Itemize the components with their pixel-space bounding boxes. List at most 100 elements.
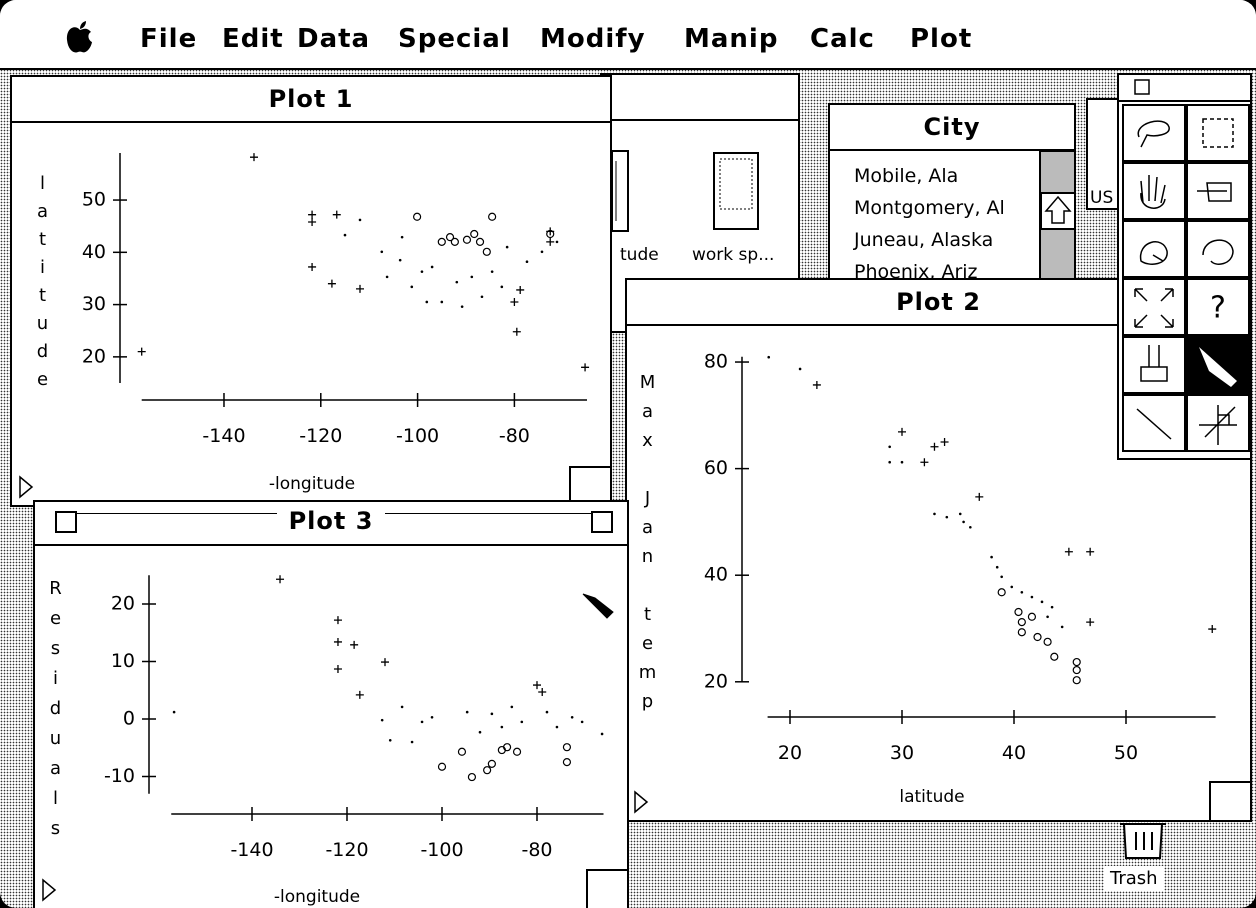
- x-axis-label: latitude: [899, 787, 964, 807]
- point: [513, 328, 521, 336]
- point: [1028, 613, 1035, 620]
- point: [920, 458, 928, 466]
- point: [563, 744, 570, 751]
- control-arrow: [20, 477, 32, 497]
- point: [356, 691, 364, 699]
- window-title: City: [912, 113, 993, 141]
- point: [888, 445, 891, 448]
- point: [930, 443, 938, 451]
- point: [516, 286, 524, 294]
- point: [581, 363, 589, 371]
- point: [506, 246, 509, 249]
- point: [381, 658, 389, 666]
- point: [344, 234, 347, 237]
- y-tick-label: 20: [704, 670, 728, 692]
- menu-item[interactable]: File: [140, 24, 197, 54]
- menu-item[interactable]: Special: [398, 24, 511, 54]
- point: [969, 526, 972, 529]
- point: [510, 298, 518, 306]
- screen: File Edit Data Special Modify Manip Calc Plot t…: [0, 0, 1256, 908]
- point: [941, 438, 949, 446]
- control-arrow: [43, 880, 55, 900]
- point: [1018, 619, 1025, 626]
- point: [334, 616, 342, 624]
- x-tick-label: -120: [325, 839, 368, 861]
- menu-item[interactable]: Calc: [810, 24, 875, 54]
- window-label: US: [1090, 188, 1113, 208]
- point: [308, 211, 316, 219]
- point: [1051, 653, 1058, 660]
- point: [541, 250, 544, 253]
- x-axis-label: -longitude: [274, 887, 360, 907]
- point: [439, 763, 446, 770]
- point: [521, 721, 524, 724]
- zoom-box: [591, 511, 613, 533]
- title-bar: Plot 1: [12, 77, 610, 123]
- point: [479, 731, 482, 734]
- y-tick-label: 30: [82, 293, 106, 315]
- point: [556, 241, 559, 244]
- list-item[interactable]: Mobile, Ala: [854, 165, 958, 187]
- point: [1044, 638, 1051, 645]
- trash-icon[interactable]: [1116, 820, 1176, 864]
- apple-icon[interactable]: [60, 20, 100, 60]
- icon-label[interactable]: tude: [620, 245, 659, 265]
- point: [563, 759, 570, 766]
- point: [173, 711, 176, 714]
- point: [898, 428, 906, 436]
- point: [996, 566, 999, 569]
- title-bar: Plot 3: [35, 502, 627, 546]
- point: [489, 213, 496, 220]
- point: [1073, 677, 1080, 684]
- point: [1073, 659, 1080, 666]
- menu-item[interactable]: Data: [297, 24, 370, 54]
- point: [799, 368, 802, 371]
- point: [399, 259, 402, 262]
- x-tick-label: -80: [499, 425, 530, 447]
- point: [431, 716, 434, 719]
- point: [471, 276, 474, 279]
- point: [1086, 618, 1094, 626]
- icon-label[interactable]: work sp...: [692, 245, 774, 265]
- point: [333, 211, 341, 219]
- point: [334, 665, 342, 673]
- x-tick-label: -140: [230, 839, 273, 861]
- point: [483, 248, 490, 255]
- point: [501, 726, 504, 729]
- point: [138, 348, 146, 356]
- menu-item[interactable]: Plot: [910, 24, 972, 54]
- menu-item[interactable]: Manip: [684, 24, 778, 54]
- point: [359, 219, 362, 222]
- point: [546, 711, 549, 714]
- point: [601, 733, 604, 736]
- point: [959, 513, 962, 516]
- y-axis-label: Residuals: [45, 578, 66, 848]
- point: [1041, 601, 1044, 604]
- trash-label[interactable]: Trash: [1104, 866, 1164, 891]
- list-item[interactable]: Montgomery, Al: [854, 197, 1005, 219]
- point: [571, 716, 574, 719]
- point: [468, 774, 475, 781]
- y-tick-label: 0: [123, 708, 135, 730]
- point: [1051, 606, 1054, 609]
- knife-cursor: [583, 594, 613, 618]
- point: [466, 711, 469, 714]
- point: [901, 461, 904, 464]
- help-tool[interactable]: ?: [1210, 291, 1226, 326]
- list-item[interactable]: Juneau, Alaska: [854, 229, 993, 251]
- point: [334, 638, 342, 646]
- point: [1018, 629, 1025, 636]
- point: [538, 688, 546, 696]
- menu-item[interactable]: Modify: [540, 24, 646, 54]
- point: [440, 301, 443, 304]
- point: [421, 270, 424, 273]
- point: [356, 285, 364, 293]
- point: [250, 153, 258, 161]
- city-window[interactable]: City Mobile, Ala Montgomery, Al Juneau, …: [828, 103, 1076, 303]
- menu-item[interactable]: Edit: [222, 24, 284, 54]
- x-tick-label: 40: [1002, 742, 1026, 764]
